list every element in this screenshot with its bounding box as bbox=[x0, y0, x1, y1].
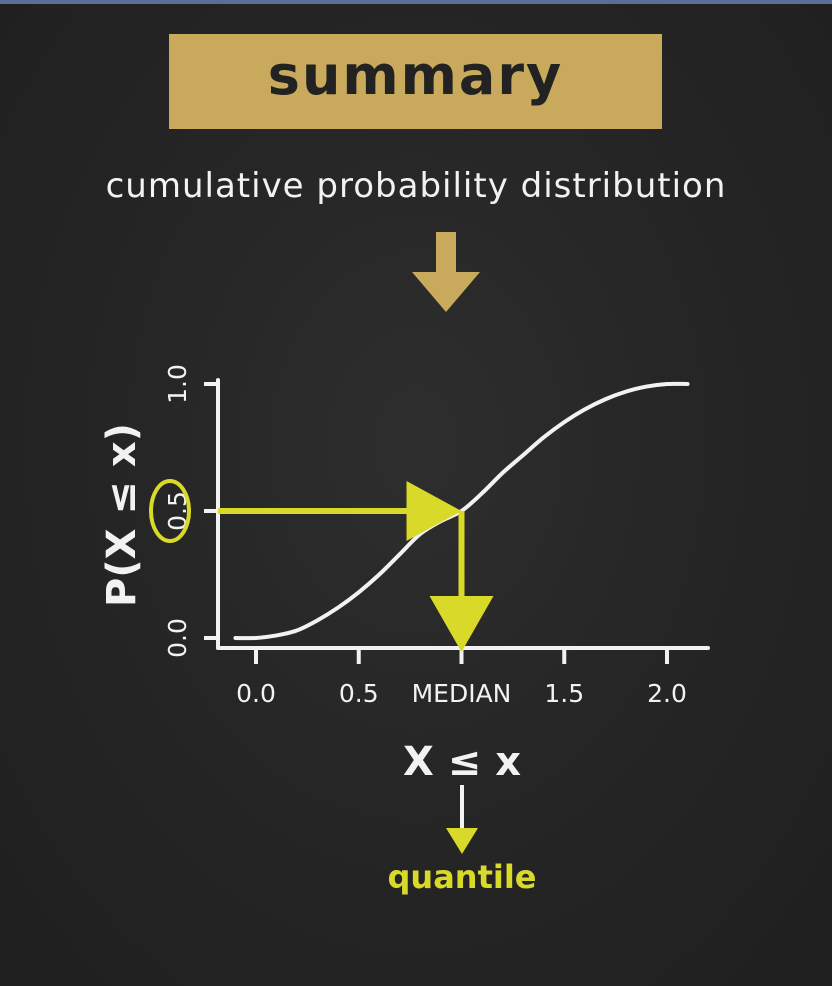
y-ticks: 0.00.51.0 bbox=[163, 364, 218, 658]
x-axis-title: X ≤ x bbox=[403, 739, 521, 785]
y-tick-label: 1.0 bbox=[163, 364, 192, 404]
y-tick-label: 0.0 bbox=[163, 618, 192, 658]
page-title: summary bbox=[267, 44, 564, 107]
title-banner: summary bbox=[169, 34, 662, 129]
median-arrow-head bbox=[429, 596, 494, 652]
y-axis-title: P(X ≤ x) bbox=[99, 423, 145, 607]
median-highlight bbox=[149, 479, 494, 652]
down-arrow-icon bbox=[412, 232, 480, 312]
x-tick-label: 1.5 bbox=[544, 679, 584, 708]
circled-tick-marker bbox=[149, 479, 191, 543]
page-subtitle: cumulative probability distribution bbox=[105, 166, 727, 206]
x-tick-label: 0.5 bbox=[339, 679, 379, 708]
quantile-arrow-icon bbox=[446, 785, 478, 854]
probability-arrow-head bbox=[406, 481, 462, 541]
x-tick-label: 0.0 bbox=[236, 679, 276, 708]
x-ticks: 0.0 0.5 MEDIAN 1.5 2.0 bbox=[236, 648, 687, 708]
top-window-strip bbox=[0, 0, 832, 4]
quantile-label: quantile bbox=[388, 858, 537, 896]
x-tick-label: MEDIAN bbox=[412, 679, 512, 708]
x-tick-label: 2.0 bbox=[647, 679, 687, 708]
